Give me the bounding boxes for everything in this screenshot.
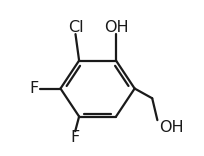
Text: OH: OH bbox=[103, 20, 128, 35]
Text: F: F bbox=[30, 81, 39, 96]
Text: OH: OH bbox=[158, 119, 182, 134]
Text: F: F bbox=[70, 130, 80, 145]
Text: Cl: Cl bbox=[67, 20, 83, 35]
